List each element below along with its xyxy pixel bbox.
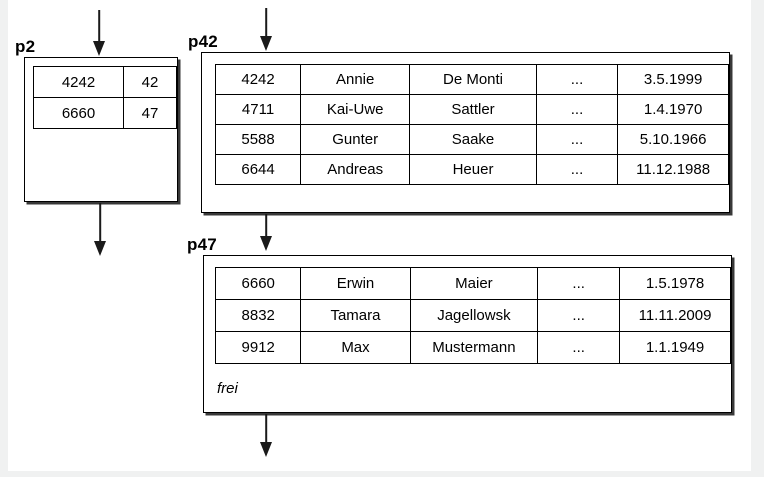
arrow-head-icon bbox=[260, 36, 272, 51]
cell-page-ref: 42 bbox=[123, 66, 177, 98]
arrow-shaft bbox=[98, 10, 100, 44]
arrow-out-of-p47 bbox=[259, 414, 273, 457]
arrow-into-p2 bbox=[92, 10, 106, 56]
page-label-p47: p47 bbox=[187, 235, 217, 254]
arrow-shaft bbox=[265, 8, 267, 39]
page-box-p2: 4242 42 6660 47 bbox=[24, 57, 178, 202]
cell-more: ... bbox=[535, 154, 619, 185]
index-table-p2: 4242 42 6660 47 bbox=[33, 66, 177, 129]
arrow-shaft bbox=[99, 203, 101, 244]
cell-lastname: Sattler bbox=[409, 94, 537, 125]
edge-margin-right bbox=[751, 0, 764, 477]
record-table-p47: 6660 Erwin Maier ... 1.5.1978 8832 Tamar… bbox=[214, 267, 731, 364]
cell-lastname: De Monti bbox=[409, 64, 537, 95]
cell-more: ... bbox=[537, 299, 621, 332]
cell-date: 5.10.1966 bbox=[617, 124, 729, 155]
cell-id: 6644 bbox=[214, 154, 302, 185]
cell-lastname: Maier bbox=[409, 267, 539, 300]
cell-firstname: Gunter bbox=[300, 124, 411, 155]
table-row: 6660 47 bbox=[33, 97, 177, 129]
cell-lastname: Saake bbox=[409, 124, 537, 155]
page-box-p47: 6660 Erwin Maier ... 1.5.1978 8832 Tamar… bbox=[203, 255, 732, 413]
edge-margin-left bbox=[0, 0, 8, 477]
arrow-head-icon bbox=[260, 236, 272, 251]
cell-id: 4711 bbox=[214, 94, 302, 125]
cell-more: ... bbox=[535, 124, 619, 155]
cell-id: 4242 bbox=[214, 64, 302, 95]
arrow-shaft bbox=[265, 414, 267, 445]
cell-more: ... bbox=[537, 267, 621, 300]
arrow-head-icon bbox=[260, 442, 272, 457]
table-row: 6644 Andreas Heuer ... 11.12.1988 bbox=[214, 154, 729, 185]
table-row: 4242 Annie De Monti ... 3.5.1999 bbox=[214, 64, 729, 95]
page-box-p42: 4242 Annie De Monti ... 3.5.1999 4711 Ka… bbox=[201, 52, 730, 213]
cell-firstname: Andreas bbox=[300, 154, 411, 185]
cell-id: 5588 bbox=[214, 124, 302, 155]
cell-firstname: Annie bbox=[300, 64, 411, 95]
cell-date: 1.5.1978 bbox=[619, 267, 731, 300]
cell-key: 6660 bbox=[33, 97, 124, 129]
cell-lastname: Mustermann bbox=[409, 331, 539, 364]
page-label-p42: p42 bbox=[188, 32, 218, 51]
cell-lastname: Jagellowsk bbox=[409, 299, 539, 332]
arrow-p42-to-p47 bbox=[259, 214, 273, 251]
cell-firstname: Max bbox=[300, 331, 411, 364]
arrow-out-of-p2 bbox=[93, 203, 107, 256]
cell-more: ... bbox=[535, 94, 619, 125]
arrow-into-p42 bbox=[259, 8, 273, 51]
arrow-shaft bbox=[265, 214, 267, 239]
cell-firstname: Tamara bbox=[300, 299, 411, 332]
table-row: 4711 Kai-Uwe Sattler ... 1.4.1970 bbox=[214, 94, 729, 125]
page-label-p2: p2 bbox=[15, 37, 36, 56]
arrow-head-icon bbox=[94, 241, 106, 256]
cell-lastname: Heuer bbox=[409, 154, 537, 185]
cell-date: 3.5.1999 bbox=[617, 64, 729, 95]
cell-key: 4242 bbox=[33, 66, 124, 98]
arrow-head-icon bbox=[93, 41, 105, 56]
cell-date: 11.12.1988 bbox=[617, 154, 729, 185]
cell-more: ... bbox=[537, 331, 621, 364]
table-row: 6660 Erwin Maier ... 1.5.1978 bbox=[214, 267, 731, 300]
cell-id: 9912 bbox=[214, 331, 302, 364]
cell-date: 1.4.1970 bbox=[617, 94, 729, 125]
cell-date: 1.1.1949 bbox=[619, 331, 731, 364]
cell-more: ... bbox=[535, 64, 619, 95]
cell-firstname: Erwin bbox=[300, 267, 411, 300]
cell-id: 8832 bbox=[214, 299, 302, 332]
record-table-p42: 4242 Annie De Monti ... 3.5.1999 4711 Ka… bbox=[214, 64, 729, 185]
table-row: 4242 42 bbox=[33, 66, 177, 98]
edge-margin-bottom bbox=[0, 471, 764, 477]
cell-firstname: Kai-Uwe bbox=[300, 94, 411, 125]
cell-id: 6660 bbox=[214, 267, 302, 300]
cell-page-ref: 47 bbox=[123, 97, 177, 129]
table-row: 5588 Gunter Saake ... 5.10.1966 bbox=[214, 124, 729, 155]
cell-date: 11.11.2009 bbox=[619, 299, 731, 332]
table-row: 9912 Max Mustermann ... 1.1.1949 bbox=[214, 331, 731, 364]
free-space-label: frei bbox=[217, 380, 238, 397]
table-row: 8832 Tamara Jagellowsk ... 11.11.2009 bbox=[214, 299, 731, 332]
